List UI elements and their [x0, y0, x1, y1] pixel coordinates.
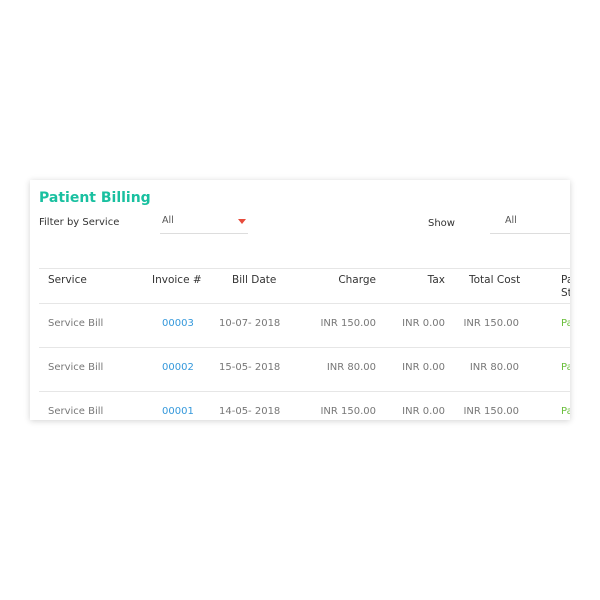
status: Pa	[561, 406, 570, 417]
column-header: Tax	[427, 274, 445, 286]
invoice-link[interactable]: 00002	[162, 362, 194, 373]
status: Pa	[561, 318, 570, 329]
column-header: Service	[48, 274, 87, 286]
billing-card: Patient Billing Filter by Service All Sh…	[30, 180, 570, 420]
select-underline	[160, 233, 248, 234]
cell: INR 150.00	[463, 318, 519, 329]
invoice-link[interactable]: 00001	[162, 406, 194, 417]
cell: INR 150.00	[320, 406, 376, 417]
cell: 14-05- 2018	[219, 406, 281, 417]
cell: Service Bill	[48, 318, 104, 329]
header-row: Service Invoice # Bill Date Charge Tax Total …	[39, 268, 570, 303]
column-header: Bill Date	[232, 274, 277, 286]
cell: INR 0.00	[402, 362, 445, 373]
select-underline	[490, 233, 570, 234]
column-header: Pa St	[561, 274, 570, 299]
service-select[interactable]: All	[162, 215, 174, 226]
show-select[interactable]: All	[505, 215, 517, 226]
filter-label: Filter by Service	[39, 217, 120, 228]
cell: Service Bill	[48, 406, 104, 417]
table-row: Service Bill 00001 14-05- 2018 INR 150.00 IN…	[39, 391, 570, 420]
column-header: Total Cost	[469, 274, 521, 286]
cell: INR 150.00	[320, 318, 376, 329]
billing-table: Service Invoice # Bill Date Charge Tax Total …	[39, 268, 570, 420]
cell: INR 150.00	[463, 406, 519, 417]
page-title: Patient Billing	[39, 190, 151, 206]
cell: 10-07- 2018	[219, 318, 281, 329]
cell: INR 80.00	[469, 362, 519, 373]
show-label: Show	[428, 218, 455, 229]
cell: INR 0.00	[402, 406, 445, 417]
table-row: Service Bill 00002 15-05- 2018 INR 80.00 INR…	[39, 347, 570, 391]
invoice-link[interactable]: 00003	[162, 318, 194, 329]
column-header: Charge	[338, 274, 376, 286]
column-header: Invoice #	[152, 274, 202, 286]
status: Pa	[561, 362, 570, 373]
cell: 15-05- 2018	[219, 362, 281, 373]
table-row: Service Bill 00003 10-07- 2018 INR 150.00 IN…	[39, 303, 570, 347]
cell: INR 80.00	[326, 362, 376, 373]
cell: Service Bill	[48, 362, 104, 373]
dropdown-arrow[interactable]	[238, 219, 246, 224]
cell: INR 0.00	[402, 318, 445, 329]
